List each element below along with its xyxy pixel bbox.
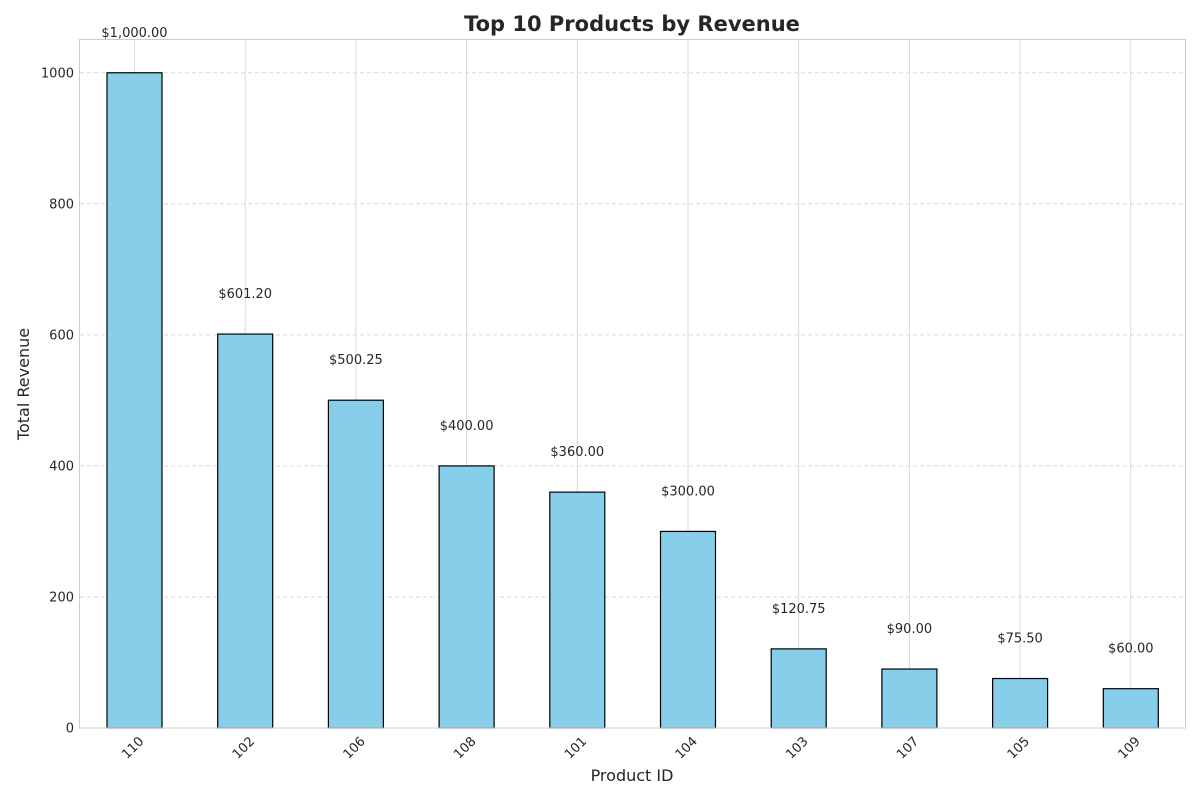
bar-product-105: [991, 677, 1049, 729]
bar-product-109: [1102, 688, 1159, 729]
bar-product-103: [770, 648, 827, 729]
bar-value-label: $500.25: [329, 353, 383, 368]
y-tick-label: 600: [49, 328, 74, 343]
x-tick-label: 105: [1005, 734, 1033, 762]
bar-value-label: $400.00: [440, 419, 494, 434]
y-tick-label: 200: [49, 590, 74, 605]
bar-product-108: [438, 465, 495, 729]
y-tick-label: 0: [66, 722, 74, 737]
bar-value-label: $300.00: [661, 484, 715, 499]
y-tick-label: 800: [49, 197, 74, 212]
bar-value-label: $120.75: [772, 602, 826, 617]
x-tick-label: 109: [1115, 734, 1143, 762]
bar-value-label: $75.50: [997, 632, 1043, 647]
bar-value-label: $360.00: [550, 445, 604, 460]
x-tick-label: 110: [119, 734, 147, 762]
bar-value-label: $90.00: [887, 622, 933, 637]
bar-product-107: [881, 668, 938, 729]
x-tick-label: 106: [341, 734, 369, 762]
x-axis-label: Product ID: [591, 766, 674, 785]
data-labels-layer: $1,000.00 $601.20 $500.25 $400.00 $360.00 $30…: [101, 26, 1153, 657]
bar-value-label: $60.00: [1108, 642, 1154, 657]
y-axis-label: Total Revenue: [14, 328, 33, 441]
x-tick-label: 108: [451, 734, 479, 762]
bar-value-label: $1,000.00: [101, 26, 167, 41]
bars-layer: [106, 72, 1159, 729]
chart-title: Top 10 Products by Revenue: [464, 12, 800, 36]
bar-product-102: [217, 333, 274, 729]
bar-product-110: [106, 72, 163, 729]
bar-product-106: [327, 399, 384, 729]
x-tick-label: 104: [673, 734, 701, 762]
y-tick-label: 400: [49, 459, 74, 474]
x-tick-label: 102: [230, 734, 258, 762]
bar-value-label: $601.20: [218, 287, 272, 302]
x-tick-label: 107: [894, 734, 922, 762]
bar-product-104: [659, 530, 717, 729]
y-tick-label: 1000: [41, 66, 74, 81]
plot-frame: [79, 39, 1186, 729]
x-tick-label: 103: [783, 734, 811, 762]
x-tick-label: 101: [562, 734, 590, 762]
bar-product-101: [549, 491, 606, 729]
